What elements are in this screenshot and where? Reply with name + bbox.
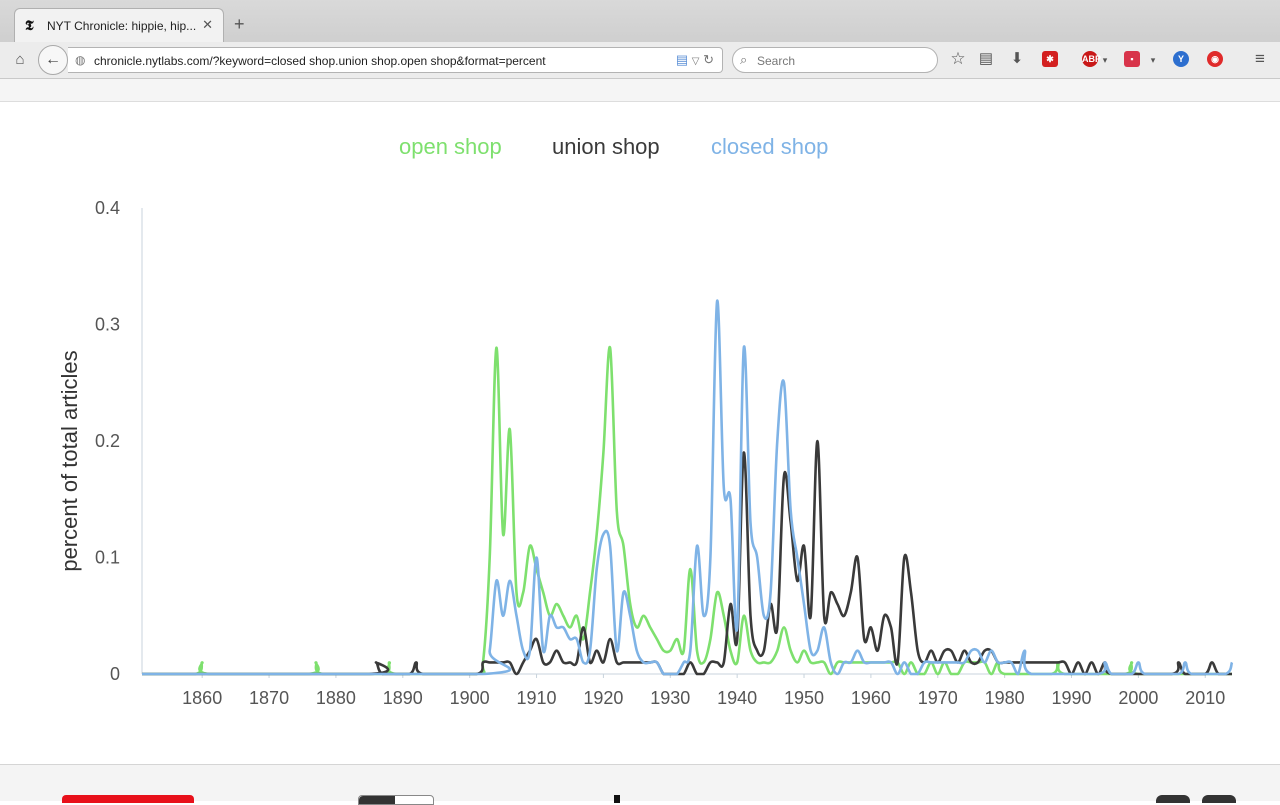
y-tick-label: 0.2 <box>95 431 120 451</box>
x-tick-label: 1940 <box>717 688 757 708</box>
footer-share-button[interactable] <box>1156 795 1190 803</box>
toolbar-strip <box>0 79 1280 102</box>
footer-embed-button[interactable] <box>1202 795 1236 803</box>
reading-list-icon[interactable]: ▤ <box>978 50 994 67</box>
home-icon[interactable]: ⌂ <box>15 51 25 68</box>
dropdown-icon[interactable]: ▾ <box>1150 55 1156 65</box>
y-tick-label: 0.3 <box>95 315 120 335</box>
dropdown-icon[interactable]: ▾ <box>1102 55 1108 65</box>
x-tick-label: 1900 <box>450 688 490 708</box>
x-tick-label: 1920 <box>583 688 623 708</box>
search-input[interactable]: Search <box>757 54 796 68</box>
bookmark-star-icon[interactable]: ☆ <box>950 49 966 68</box>
nyt-favicon-icon: 𝕿 <box>25 18 34 34</box>
page-icon: ▤ <box>675 52 689 67</box>
dropdown-icon[interactable]: ▽ <box>691 56 700 67</box>
stylish-icon[interactable]: Y <box>1173 51 1189 67</box>
line-chart: 0 0.1 0.2 0.3 0.4 1860 1870 1880 1890 1900 1910 192… <box>57 198 1234 708</box>
tab-strip: 𝕿 NYT Chronicle: hippie, hip... ✕ + <box>0 0 1280 43</box>
search-icon: ⌕ <box>740 52 748 67</box>
site-identity-icon[interactable]: ◍ <box>75 53 86 67</box>
y-tick-label: 0 <box>110 664 120 684</box>
x-tick-label: 1990 <box>1051 688 1091 708</box>
close-tab-icon[interactable]: ✕ <box>202 17 213 32</box>
chart-axes: 0 0.1 0.2 0.3 0.4 1860 1870 1880 1890 1900 1910 192… <box>95 198 1232 708</box>
footer-toggle[interactable] <box>358 795 434 805</box>
adblock-plus-icon[interactable]: ABP <box>1082 51 1101 67</box>
x-tick-label: 1970 <box>918 688 958 708</box>
url-bar[interactable]: ◍ chronicle.nytlabs.com/?keyword=closed … <box>68 47 723 73</box>
series-line-closed-shop[interactable] <box>142 299 1234 676</box>
x-tick-label: 1860 <box>182 688 222 708</box>
y-tick-label: 0.4 <box>95 198 120 218</box>
legend-open-shop[interactable]: open shop <box>399 134 502 159</box>
chart-lines <box>142 299 1234 676</box>
page-footer <box>0 764 1280 805</box>
x-tick-label: 1910 <box>517 688 557 708</box>
pocket-icon[interactable]: ▪ <box>1124 51 1140 67</box>
series-line-open-shop[interactable] <box>142 345 1232 676</box>
lips-icon[interactable]: ◉ <box>1207 51 1223 67</box>
x-tick-label: 1930 <box>650 688 690 708</box>
toggle-knob <box>359 796 395 804</box>
search-box[interactable]: ⌕ Search <box>732 47 938 73</box>
x-tick-label: 1870 <box>249 688 289 708</box>
menu-icon[interactable]: ≡ <box>1255 49 1265 68</box>
legend-union-shop[interactable]: union shop <box>552 134 660 159</box>
x-tick-label: 1880 <box>316 688 356 708</box>
x-tick-label: 1890 <box>383 688 423 708</box>
url-bar-actions: ▤ ▽ ↻ <box>676 52 714 68</box>
nav-bar: ⌂ ← ◍ chronicle.nytlabs.com/?keyword=clo… <box>0 42 1280 79</box>
lastpass-icon[interactable]: ✱ <box>1042 51 1058 67</box>
tab-title: NYT Chronicle: hippie, hip... <box>47 19 197 33</box>
x-tick-label: 1960 <box>851 688 891 708</box>
legend-closed-shop[interactable]: closed shop <box>711 134 829 159</box>
series-line-union-shop[interactable] <box>142 439 1232 676</box>
back-arrow-icon: ← <box>45 51 61 68</box>
x-tick-label: 1950 <box>784 688 824 708</box>
new-tab-icon[interactable]: + <box>234 14 245 34</box>
y-tick-label: 0.1 <box>95 548 120 568</box>
url-text[interactable]: chronicle.nytlabs.com/?keyword=closed sh… <box>94 54 546 68</box>
x-tick-label: 1980 <box>985 688 1025 708</box>
y-axis-label: percent of total articles <box>57 350 82 571</box>
x-tick-label: 2000 <box>1118 688 1158 708</box>
reload-icon[interactable]: ↻ <box>703 52 714 67</box>
browser-tab[interactable]: 𝕿 NYT Chronicle: hippie, hip... ✕ <box>14 8 224 42</box>
footer-red-button[interactable] <box>62 795 194 803</box>
x-tick-label: 2010 <box>1185 688 1225 708</box>
download-icon[interactable]: ⬇ <box>1010 50 1024 67</box>
footer-marker <box>614 795 620 803</box>
back-button[interactable]: ← <box>38 45 68 75</box>
